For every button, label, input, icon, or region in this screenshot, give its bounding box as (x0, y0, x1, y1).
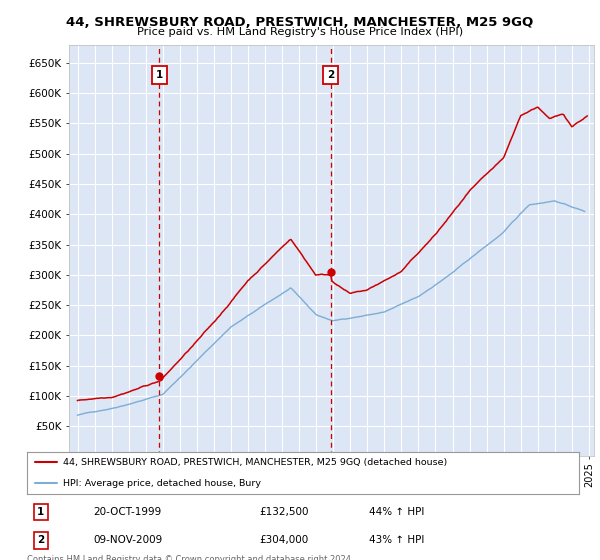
Text: Price paid vs. HM Land Registry's House Price Index (HPI): Price paid vs. HM Land Registry's House … (137, 27, 463, 37)
Text: 09-NOV-2009: 09-NOV-2009 (93, 535, 163, 545)
Text: 20-OCT-1999: 20-OCT-1999 (93, 507, 161, 517)
Text: 1: 1 (37, 507, 44, 517)
Text: 2: 2 (327, 70, 334, 80)
Text: £132,500: £132,500 (259, 507, 308, 517)
Text: Contains HM Land Registry data © Crown copyright and database right 2024.
This d: Contains HM Land Registry data © Crown c… (27, 555, 353, 560)
Text: 44% ↑ HPI: 44% ↑ HPI (369, 507, 425, 517)
Text: HPI: Average price, detached house, Bury: HPI: Average price, detached house, Bury (63, 479, 261, 488)
Text: 43% ↑ HPI: 43% ↑ HPI (369, 535, 425, 545)
Text: 2: 2 (37, 535, 44, 545)
Text: 1: 1 (156, 70, 163, 80)
Text: £304,000: £304,000 (259, 535, 308, 545)
Text: 44, SHREWSBURY ROAD, PRESTWICH, MANCHESTER, M25 9GQ (detached house): 44, SHREWSBURY ROAD, PRESTWICH, MANCHEST… (63, 458, 447, 467)
Text: 44, SHREWSBURY ROAD, PRESTWICH, MANCHESTER, M25 9GQ: 44, SHREWSBURY ROAD, PRESTWICH, MANCHEST… (67, 16, 533, 29)
